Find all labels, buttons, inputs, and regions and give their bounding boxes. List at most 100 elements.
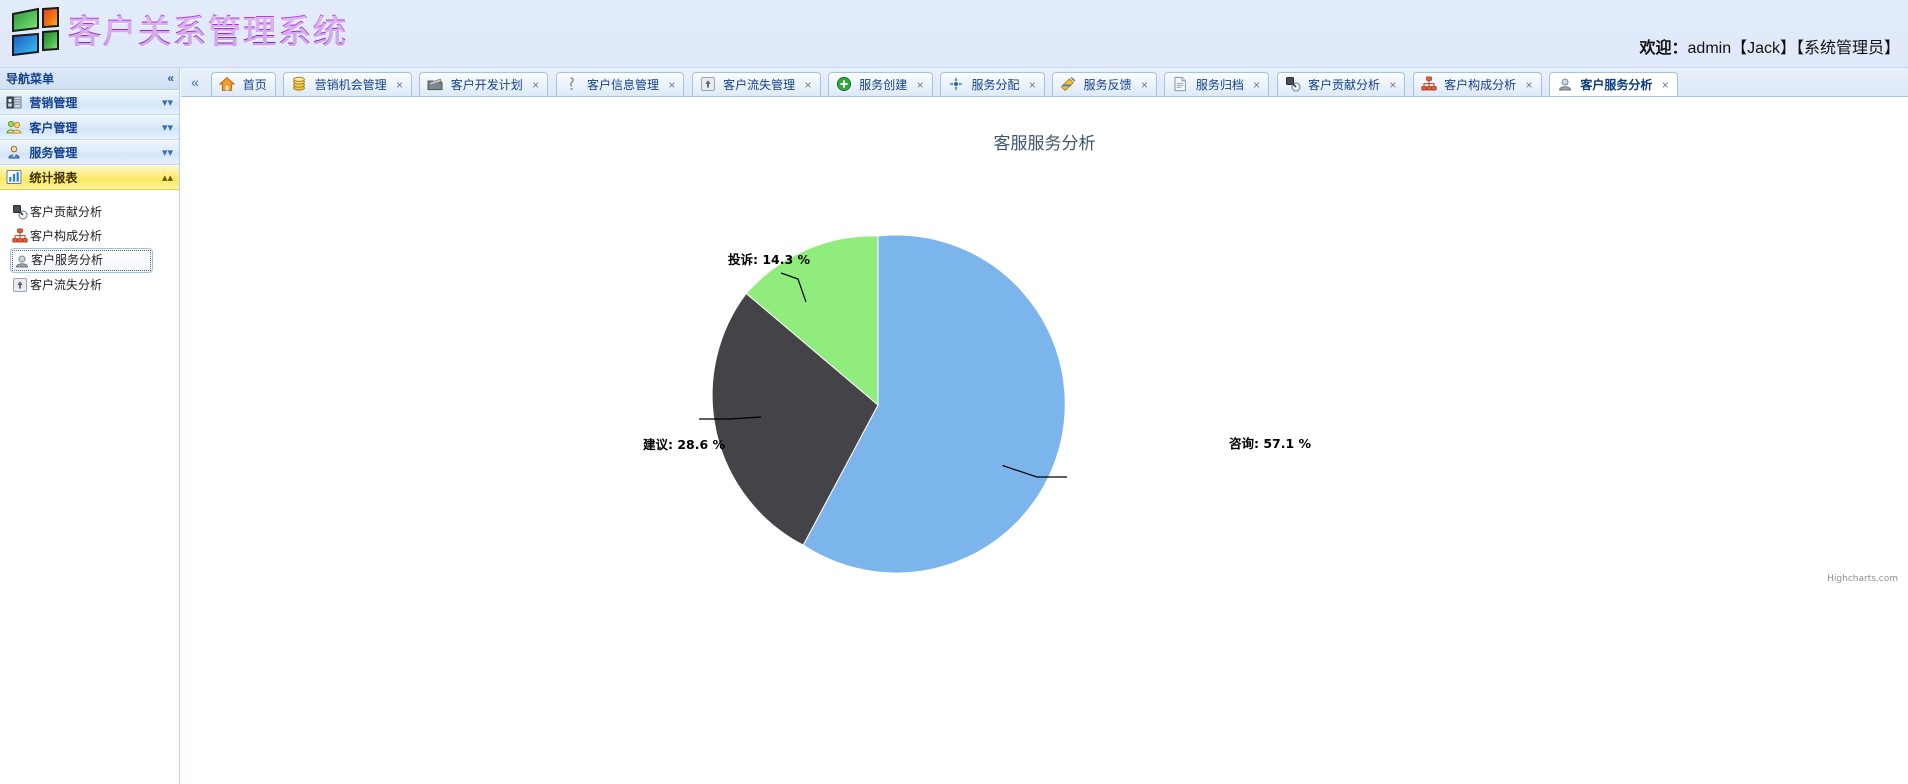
- service-icon: [8, 145, 20, 159]
- info-icon: [569, 77, 574, 91]
- tab-service-assign[interactable]: 服务分配 ×: [940, 72, 1045, 96]
- sidebar: 导航菜单 « 营销管理 ▾▾ 客户: [0, 68, 180, 784]
- sidebar-sub-list: 客户贡献分析 客户构成分析 客户服务分析: [0, 190, 179, 297]
- sidebar-header: 导航菜单 «: [0, 68, 179, 90]
- welcome-user: admin【Jack】【系统管理员】: [1687, 40, 1900, 57]
- sidebar-group-customers[interactable]: 客户管理 ▾▾: [0, 115, 179, 140]
- tab-service-archive[interactable]: 服务归档 ×: [1164, 72, 1270, 96]
- sidebar-group-label: 统计报表: [29, 171, 78, 185]
- highcharts-credits[interactable]: Highcharts.com: [1827, 574, 1898, 584]
- sidebar-group-label: 服务管理: [29, 146, 78, 160]
- green-plus-icon: [836, 76, 852, 92]
- contribution-icon: [13, 205, 28, 220]
- tab-label: 服务归档: [1195, 78, 1244, 92]
- windows-squares-logo-icon: [12, 6, 59, 57]
- sidebar-item-customer-service[interactable]: 客户服务分析: [10, 248, 153, 273]
- pie-slice-complaint[interactable]: [745, 235, 879, 407]
- tab-label: 客户构成分析: [1444, 78, 1517, 92]
- tab-customer-contribution[interactable]: 客户贡献分析 ×: [1276, 72, 1406, 96]
- chevron-up-icon[interactable]: ▴▴: [161, 172, 173, 184]
- hierarchy-icon: [12, 228, 28, 243]
- contribution-icon: [1285, 77, 1301, 92]
- sidebar-item-label: 客户贡献分析: [30, 205, 103, 219]
- tab-strip: « 首页 营销机会管理 ×: [181, 68, 1908, 97]
- tab-label: 服务创建: [859, 78, 908, 92]
- tab-service-create[interactable]: 服务创建 ×: [827, 72, 933, 96]
- content-area: 客服服务分析 咨询: 57.1 % 建议: 28.6 % 投诉: 14.3 %: [181, 97, 1908, 784]
- customers-icon: [6, 120, 22, 134]
- sidebar-group-reports[interactable]: 统计报表 ▴▴: [0, 165, 179, 190]
- churn-icon: [700, 77, 715, 91]
- chevron-down-icon[interactable]: ▾▾: [161, 97, 173, 109]
- tab-close-icon[interactable]: ×: [395, 78, 403, 92]
- pie-label-suggestion: 建议: 28.6 %: [643, 437, 726, 452]
- tab-label: 服务分配: [971, 78, 1020, 92]
- chart-title: 客服服务分析: [993, 134, 1096, 154]
- pie-label-complaint: 投诉: 14.3 %: [728, 252, 811, 267]
- tab-label: 客户贡献分析: [1307, 78, 1380, 92]
- pie-slice-consult[interactable]: [802, 234, 1066, 574]
- tab-customer-info[interactable]: 客户信息管理 ×: [555, 72, 685, 96]
- tab-label: 客户流失管理: [723, 78, 796, 92]
- service-user-icon: [15, 255, 29, 268]
- tab-customer-composition[interactable]: 客户构成分析 ×: [1412, 72, 1542, 96]
- tab-close-icon[interactable]: ×: [1389, 78, 1397, 92]
- pie-chart-container: 客服服务分析 咨询: 57.1 % 建议: 28.6 % 投诉: 14.3 %: [181, 97, 1908, 657]
- sidebar-item-label: 客户服务分析: [31, 253, 104, 267]
- bar-chart-icon: [6, 170, 22, 184]
- welcome-text: 欢迎：admin【Jack】【系统管理员】: [1640, 34, 1901, 58]
- chevron-down-icon[interactable]: ▾▾: [161, 147, 173, 159]
- tab-home[interactable]: 首页: [211, 72, 276, 96]
- tab-close-icon[interactable]: ×: [1028, 78, 1036, 92]
- tab-label: 营销机会管理: [314, 78, 387, 92]
- pie-connector-complaint: [780, 272, 807, 303]
- service-user-icon: [1558, 78, 1571, 91]
- sidebar-group-service[interactable]: 服务管理 ▾▾: [0, 140, 179, 165]
- pie-connector-consult: [1002, 464, 1067, 478]
- sidebar-group-marketing[interactable]: 营销管理 ▾▾: [0, 90, 179, 115]
- tab-close-icon[interactable]: ×: [916, 78, 924, 92]
- marketing-icon: [6, 96, 22, 109]
- sidebar-item-customer-composition[interactable]: 客户构成分析: [10, 224, 157, 248]
- tab-close-icon[interactable]: ×: [668, 78, 676, 92]
- tab-close-icon[interactable]: ×: [804, 78, 812, 92]
- tab-close-icon[interactable]: ×: [532, 78, 540, 92]
- hierarchy-icon: [1421, 76, 1437, 91]
- tab-label: 客户服务分析: [1580, 78, 1653, 92]
- tab-label: 服务反馈: [1083, 78, 1132, 92]
- plan-icon: [427, 78, 443, 91]
- tab-service-feedback[interactable]: 服务反馈 ×: [1052, 72, 1158, 96]
- focus-outline: [12, 250, 151, 271]
- chevron-down-icon[interactable]: ▾▾: [161, 122, 173, 134]
- tab-customer-churn[interactable]: 客户流失管理 ×: [691, 72, 821, 96]
- tab-close-icon[interactable]: ×: [1141, 78, 1149, 92]
- tab-scroll-left-button[interactable]: «: [191, 74, 199, 90]
- tab-label: 客户开发计划: [450, 78, 523, 92]
- sidebar-item-label: 客户流失分析: [30, 278, 103, 292]
- tab-close-icon[interactable]: ×: [1661, 78, 1669, 92]
- tab-label: 客户信息管理: [586, 78, 659, 92]
- chevron-double-left-icon[interactable]: «: [167, 71, 174, 85]
- tab-close-icon[interactable]: ×: [1525, 78, 1533, 92]
- pie-connector-suggestion: [699, 416, 762, 420]
- sidebar-item-label: 客户构成分析: [30, 229, 103, 243]
- app-title: 客户关系管理系统: [68, 5, 348, 53]
- churn-icon: [13, 278, 27, 292]
- pie-slice-suggestion[interactable]: [711, 292, 879, 546]
- sidebar-item-customer-contribution[interactable]: 客户贡献分析: [10, 200, 157, 224]
- tab-customer-service-analysis[interactable]: 客户服务分析 ×: [1548, 72, 1678, 96]
- tab-close-icon[interactable]: ×: [1253, 78, 1261, 92]
- tab-marketing-opportunity[interactable]: 营销机会管理 ×: [283, 72, 412, 96]
- page-header: 客户关系管理系统 欢迎：admin【Jack】【系统管理员】: [0, 0, 1908, 68]
- home-icon: [219, 76, 236, 91]
- sidebar-group-label: 客户管理: [29, 121, 78, 135]
- tab-customer-dev-plan[interactable]: 客户开发计划 ×: [419, 72, 549, 96]
- archive-icon: [1174, 76, 1187, 92]
- distribute-icon: [949, 77, 964, 91]
- sidebar-item-customer-churn[interactable]: 客户流失分析: [10, 273, 157, 297]
- pie-label-consult: 咨询: 57.1 %: [1229, 436, 1312, 451]
- sidebar-title: 导航菜单: [6, 72, 55, 86]
- feedback-icon: [1060, 77, 1076, 92]
- coins-icon: [293, 76, 306, 91]
